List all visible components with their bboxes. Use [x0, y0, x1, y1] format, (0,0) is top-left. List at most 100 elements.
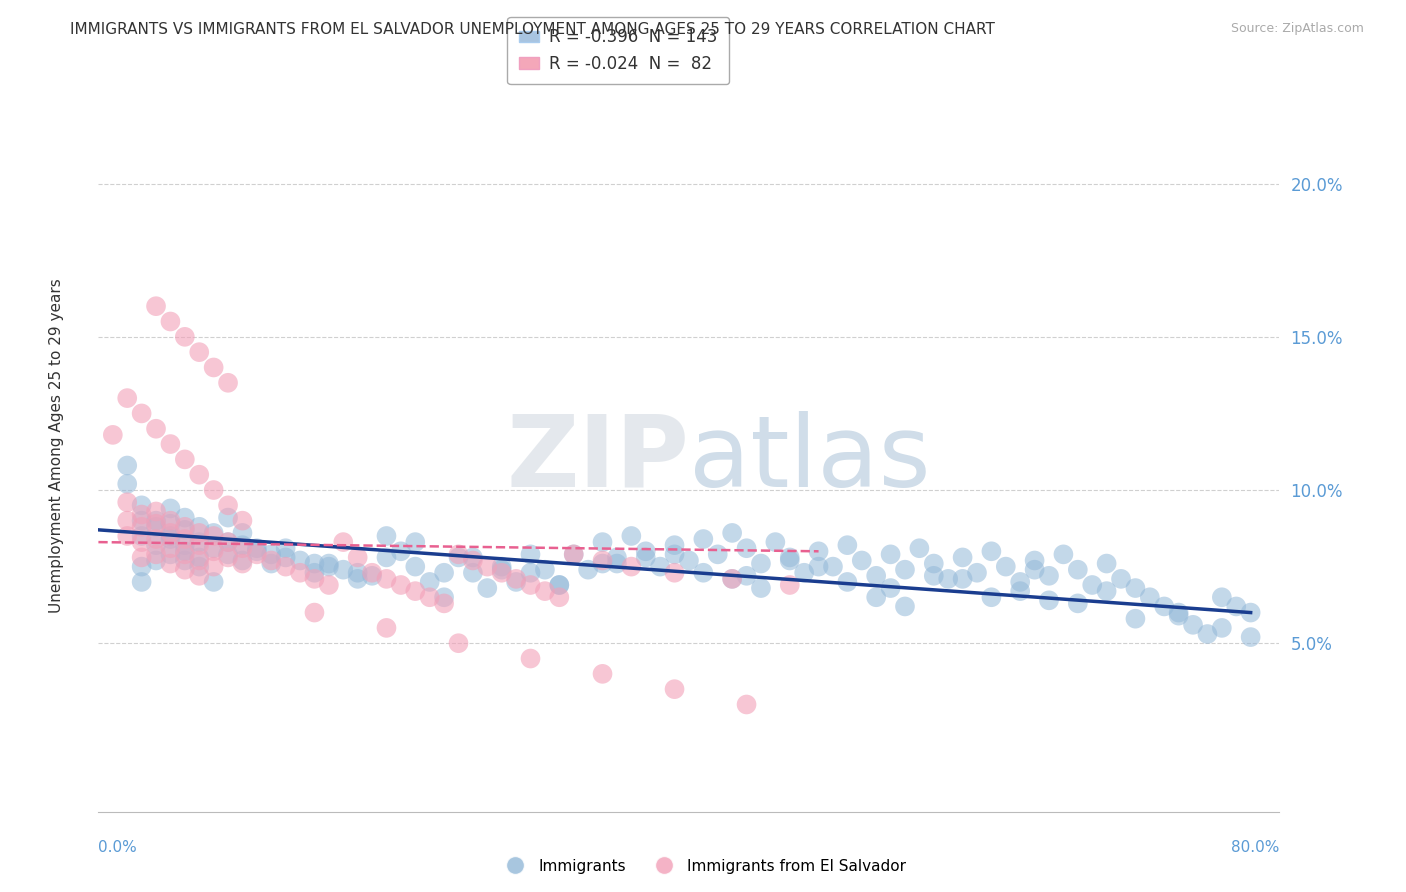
- Text: atlas: atlas: [689, 411, 931, 508]
- Point: [231, 525, 253, 540]
- Point: [260, 547, 283, 561]
- Point: [865, 591, 887, 605]
- Point: [115, 495, 138, 509]
- Point: [188, 525, 211, 540]
- Point: [1153, 599, 1175, 614]
- Point: [519, 578, 541, 592]
- Point: [202, 541, 225, 556]
- Point: [173, 452, 195, 467]
- Point: [375, 621, 398, 635]
- Point: [404, 535, 426, 549]
- Point: [447, 636, 470, 650]
- Point: [217, 547, 239, 561]
- Point: [231, 538, 253, 552]
- Point: [505, 574, 527, 589]
- Point: [246, 541, 269, 556]
- Point: [145, 514, 167, 528]
- Point: [202, 544, 225, 558]
- Point: [1125, 581, 1147, 595]
- Point: [202, 559, 225, 574]
- Point: [936, 572, 959, 586]
- Point: [375, 550, 398, 565]
- Point: [159, 557, 181, 571]
- Point: [1109, 572, 1132, 586]
- Point: [1067, 563, 1090, 577]
- Point: [145, 547, 167, 561]
- Point: [115, 458, 138, 473]
- Point: [461, 566, 484, 580]
- Point: [1038, 569, 1060, 583]
- Point: [131, 559, 153, 574]
- Point: [735, 569, 758, 583]
- Point: [592, 557, 614, 571]
- Point: [188, 553, 211, 567]
- Point: [115, 476, 138, 491]
- Point: [879, 547, 901, 561]
- Point: [592, 666, 614, 681]
- Point: [837, 574, 859, 589]
- Point: [304, 557, 326, 571]
- Point: [980, 544, 1002, 558]
- Point: [1038, 593, 1060, 607]
- Point: [1010, 584, 1032, 599]
- Point: [620, 559, 643, 574]
- Point: [131, 529, 153, 543]
- Point: [548, 578, 571, 592]
- Point: [346, 572, 368, 586]
- Point: [606, 550, 628, 565]
- Point: [173, 547, 195, 561]
- Point: [173, 330, 195, 344]
- Point: [188, 550, 211, 565]
- Point: [231, 557, 253, 571]
- Point: [173, 520, 195, 534]
- Point: [735, 541, 758, 556]
- Point: [807, 559, 830, 574]
- Point: [188, 569, 211, 583]
- Point: [318, 578, 340, 592]
- Point: [217, 499, 239, 513]
- Text: ZIP: ZIP: [506, 411, 689, 508]
- Point: [994, 559, 1017, 574]
- Point: [837, 538, 859, 552]
- Point: [217, 535, 239, 549]
- Point: [735, 698, 758, 712]
- Point: [304, 606, 326, 620]
- Point: [202, 529, 225, 543]
- Point: [346, 566, 368, 580]
- Point: [461, 550, 484, 565]
- Point: [721, 572, 744, 586]
- Point: [1081, 578, 1104, 592]
- Point: [650, 559, 672, 574]
- Point: [447, 550, 470, 565]
- Point: [361, 566, 384, 580]
- Point: [576, 563, 599, 577]
- Point: [159, 314, 181, 328]
- Point: [908, 541, 931, 556]
- Point: [749, 557, 772, 571]
- Point: [159, 525, 181, 540]
- Point: [274, 550, 297, 565]
- Point: [159, 547, 181, 561]
- Point: [131, 520, 153, 534]
- Point: [131, 550, 153, 565]
- Point: [173, 563, 195, 577]
- Point: [1010, 574, 1032, 589]
- Point: [1211, 621, 1233, 635]
- Point: [188, 520, 211, 534]
- Point: [692, 566, 714, 580]
- Point: [1197, 627, 1219, 641]
- Point: [606, 557, 628, 571]
- Point: [145, 516, 167, 531]
- Point: [131, 514, 153, 528]
- Point: [419, 591, 441, 605]
- Point: [634, 544, 657, 558]
- Point: [664, 538, 686, 552]
- Point: [288, 566, 311, 580]
- Point: [188, 345, 211, 359]
- Point: [433, 566, 456, 580]
- Point: [749, 581, 772, 595]
- Point: [519, 566, 541, 580]
- Point: [145, 520, 167, 534]
- Point: [1167, 606, 1189, 620]
- Point: [202, 574, 225, 589]
